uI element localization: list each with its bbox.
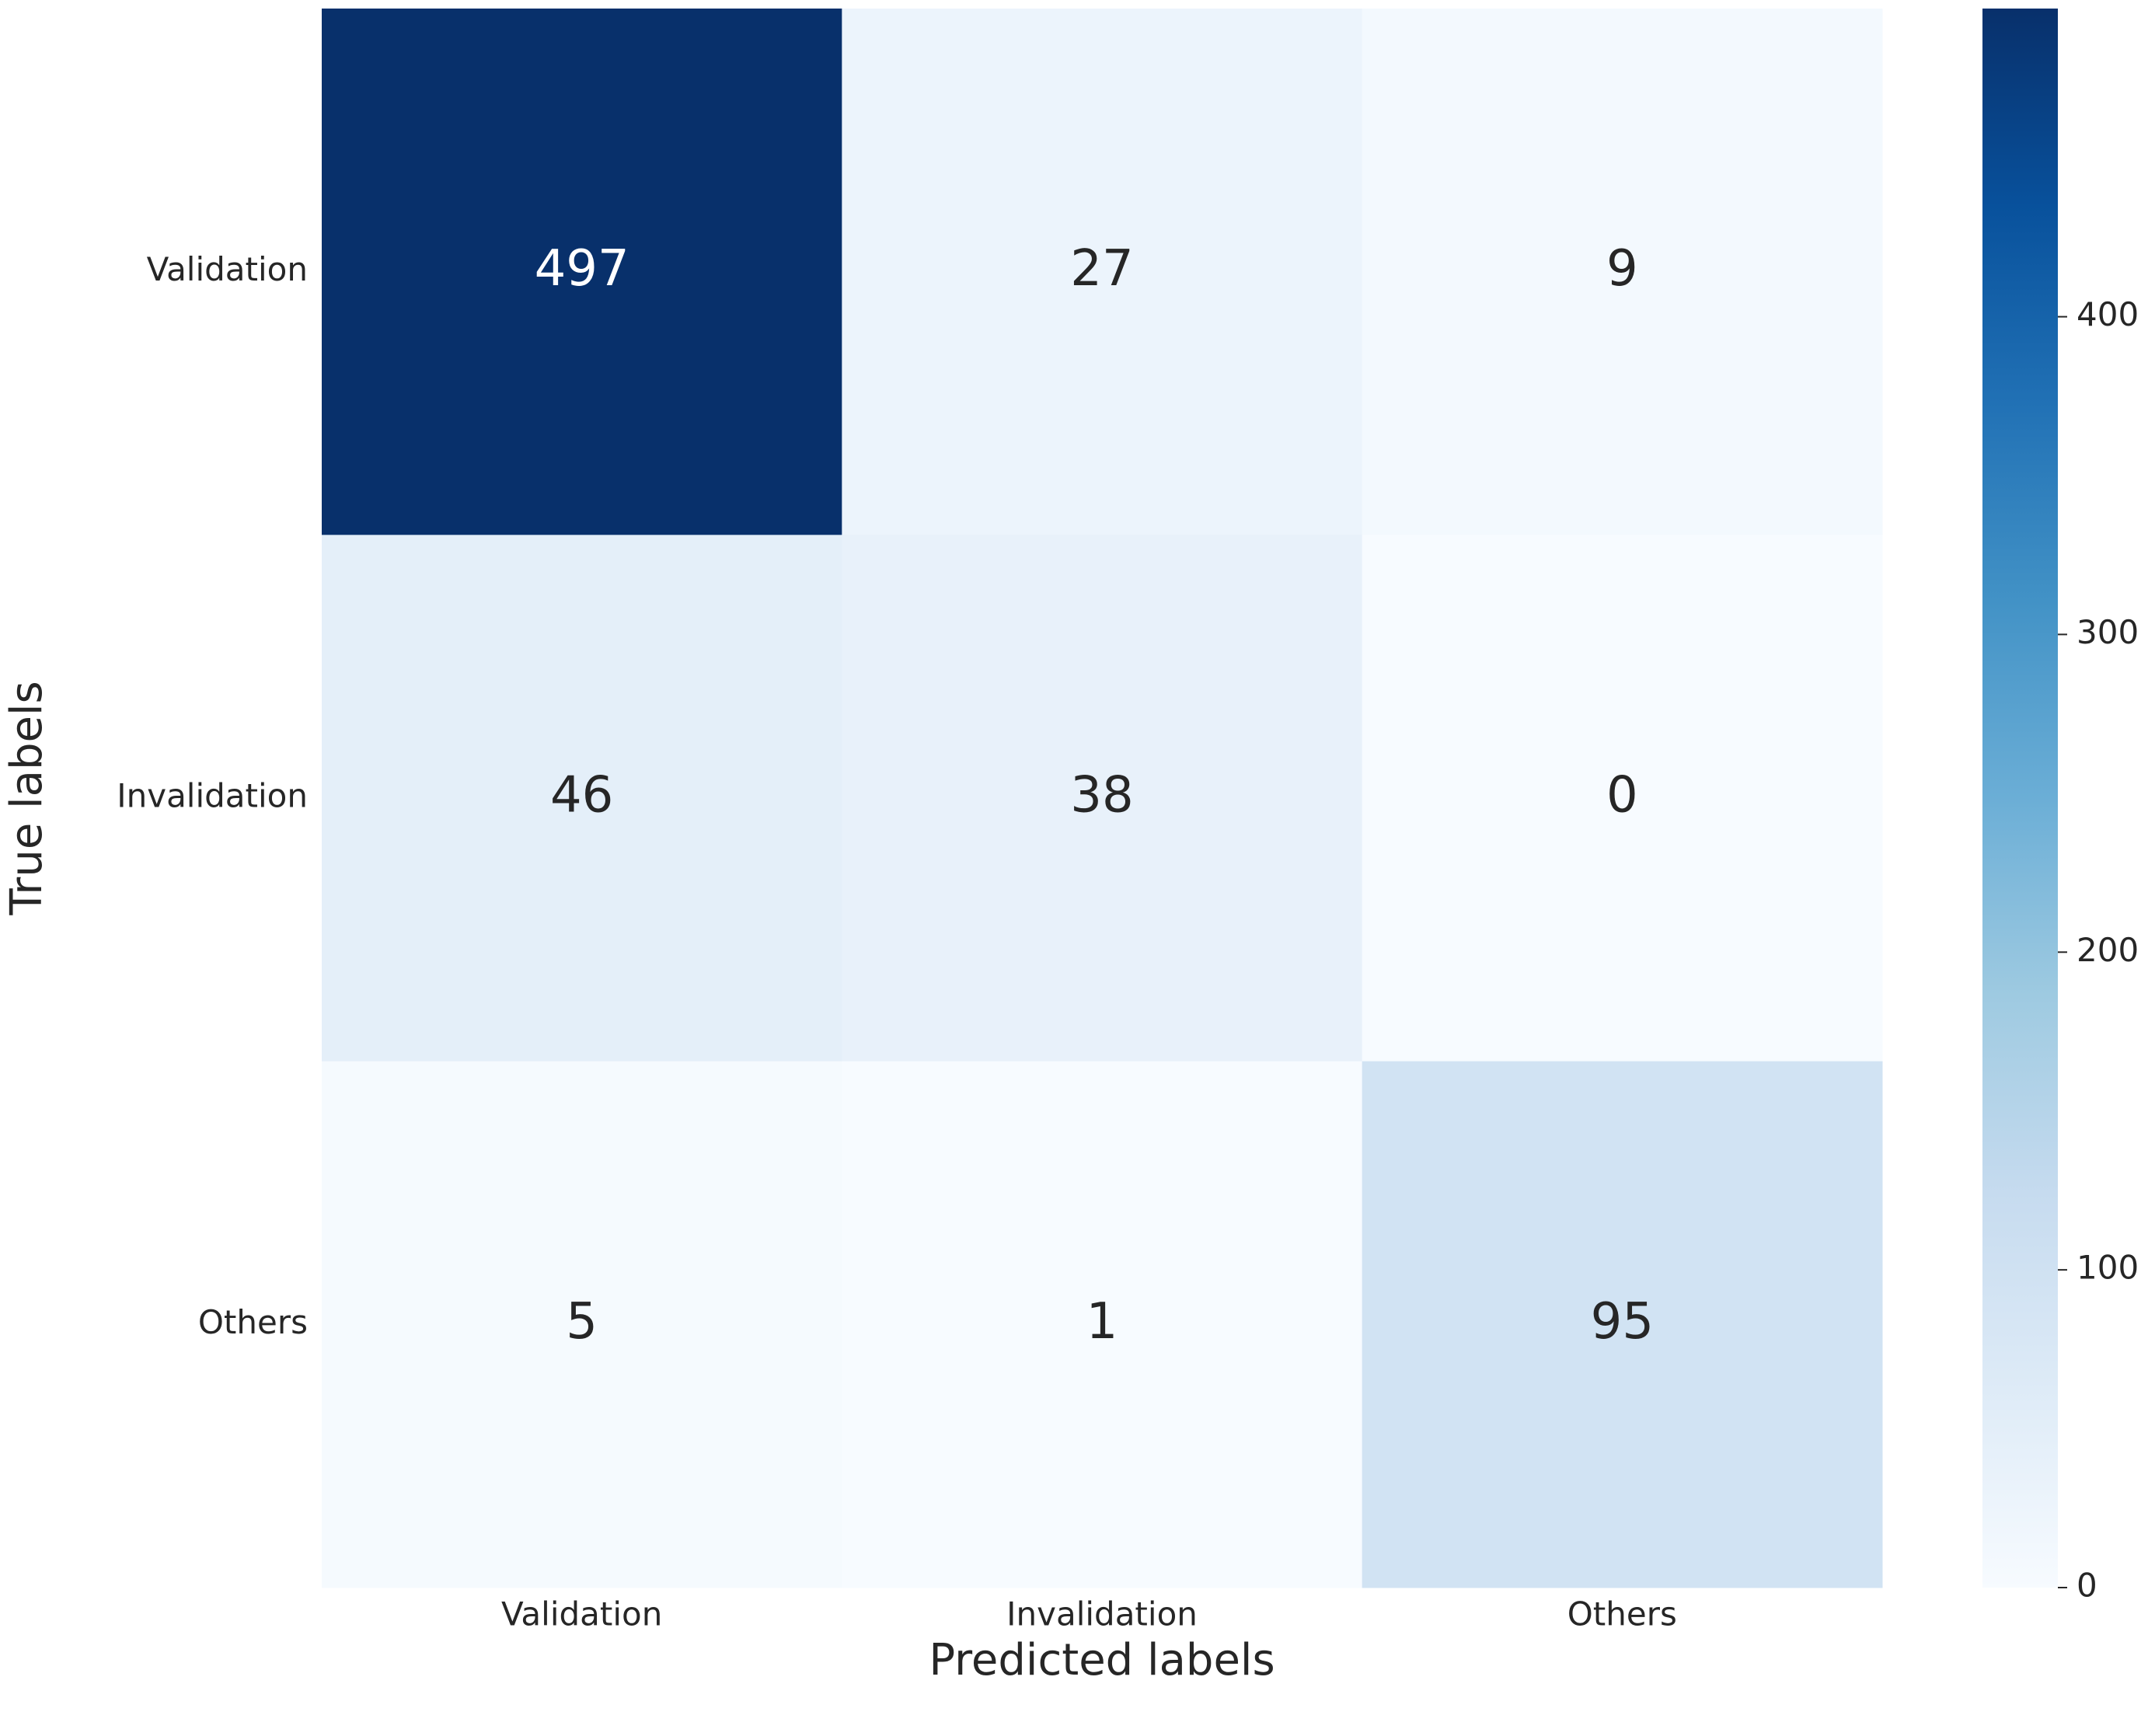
cell-label: 497 <box>535 240 629 298</box>
heatmap-cell <box>322 9 842 535</box>
cell-label: 95 <box>1591 1293 1654 1351</box>
y-tick-label: Others <box>198 1303 308 1341</box>
cell-label: 1 <box>1086 1293 1118 1351</box>
heatmap-cell <box>842 9 1363 535</box>
colorbar-tick-label: 200 <box>2077 931 2139 969</box>
colorbar-tick-label: 100 <box>2077 1249 2139 1287</box>
heatmap-cell <box>842 535 1363 1062</box>
x-tick-label: Others <box>1567 1595 1677 1633</box>
colorbar <box>1982 9 2058 1588</box>
heatmap-cell <box>1362 535 1883 1062</box>
colorbar-tick-label: 0 <box>2077 1567 2097 1605</box>
colorbar-tick-label: 300 <box>2077 613 2139 651</box>
cell-label: 9 <box>1606 240 1638 298</box>
heatmap-cell <box>1362 1061 1883 1588</box>
cell-label: 46 <box>550 767 613 824</box>
cell-label: 38 <box>1070 767 1133 824</box>
cell-label: 5 <box>566 1293 598 1351</box>
x-tick-label: Invalidation <box>1006 1595 1198 1633</box>
heatmap-cell <box>322 535 842 1062</box>
x-tick-label: Validation <box>501 1595 662 1633</box>
y-tick-label: Invalidation <box>117 777 308 815</box>
heatmap-cell <box>1362 9 1883 535</box>
colorbar-tick-label: 400 <box>2077 295 2139 333</box>
y-axis-label: True labels <box>2 681 52 915</box>
cell-label: 0 <box>1606 767 1638 824</box>
y-tick-label: Validation <box>147 250 308 288</box>
heatmap-cell <box>322 1061 842 1588</box>
cell-label: 27 <box>1070 240 1133 298</box>
x-axis-label: Predicted labels <box>929 1635 1275 1685</box>
heatmap-cell <box>842 1061 1363 1588</box>
